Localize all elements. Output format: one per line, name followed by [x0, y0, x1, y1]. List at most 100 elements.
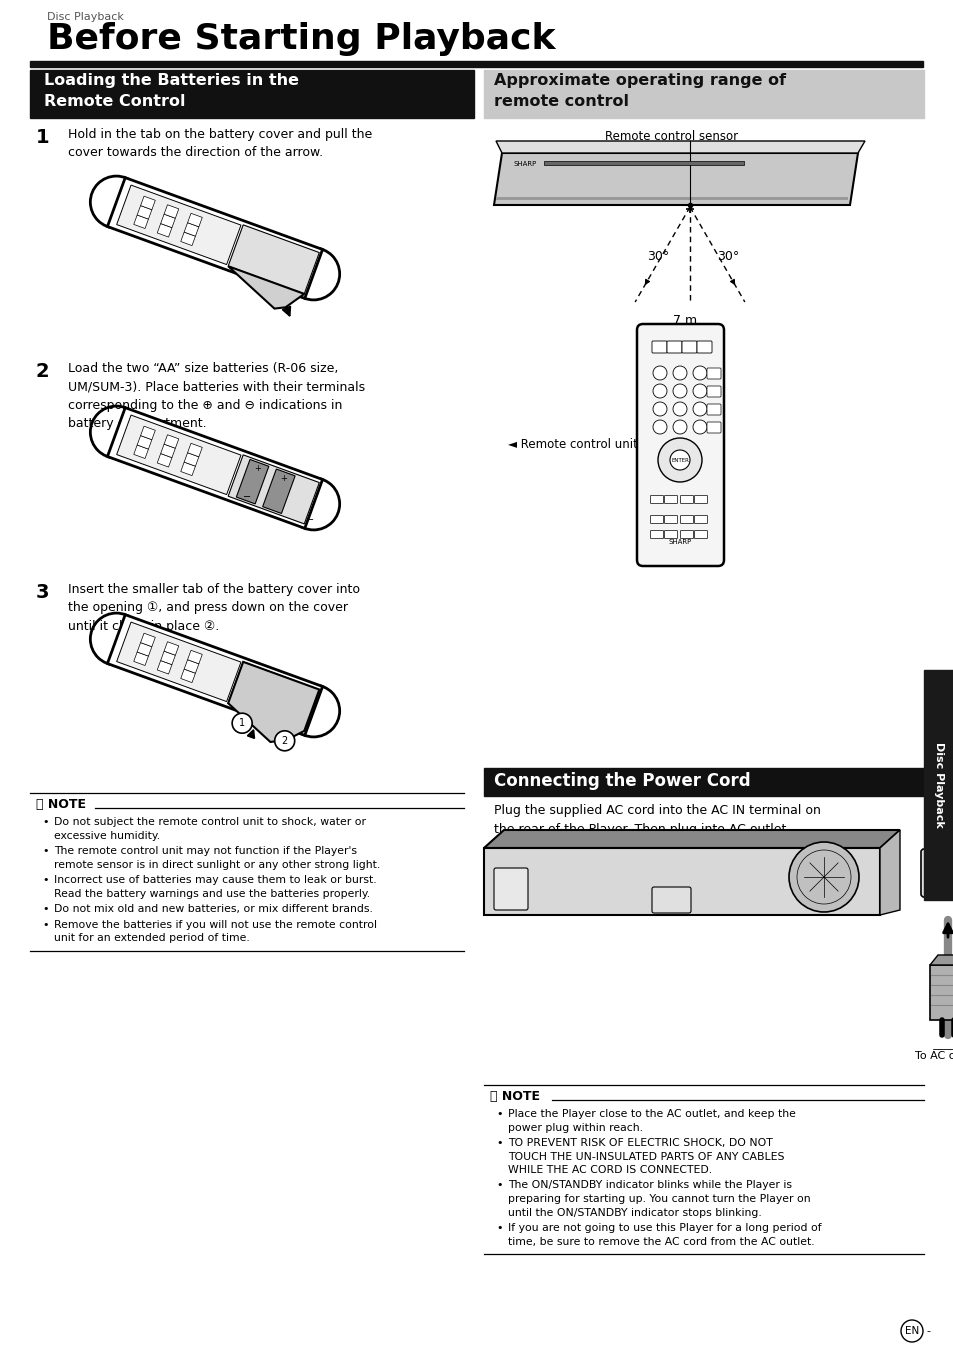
Polygon shape [108, 177, 322, 298]
Bar [543, 161, 743, 165]
Circle shape [939, 872, 953, 888]
Text: If you are not going to use this Player for a long period of
time, be sure to re: If you are not going to use this Player … [507, 1223, 821, 1247]
Text: •: • [42, 816, 49, 827]
Text: +: + [253, 464, 260, 473]
Text: EN: EN [904, 1326, 918, 1336]
Circle shape [91, 613, 142, 665]
FancyBboxPatch shape [694, 496, 707, 504]
Text: Do not subject the remote control unit to shock, water or
excessive humidity.: Do not subject the remote control unit t… [54, 816, 366, 841]
Circle shape [91, 176, 142, 227]
Circle shape [669, 450, 689, 470]
Circle shape [939, 858, 953, 875]
Circle shape [672, 366, 686, 380]
Polygon shape [160, 444, 175, 458]
Text: •: • [496, 1181, 502, 1190]
Polygon shape [137, 206, 152, 219]
Text: TO PREVENT RISK OF ELECTRIC SHOCK, DO NOT
TOUCH THE UN-INSULATED PARTS OF ANY CA: TO PREVENT RISK OF ELECTRIC SHOCK, DO NO… [507, 1137, 783, 1175]
Bar [483, 768, 923, 796]
Text: •: • [42, 904, 49, 914]
FancyBboxPatch shape [694, 531, 707, 539]
Text: ENTER: ENTER [670, 458, 688, 463]
Polygon shape [133, 215, 149, 229]
Text: •: • [496, 1223, 502, 1233]
Polygon shape [188, 443, 202, 456]
Circle shape [672, 420, 686, 435]
Polygon shape [108, 615, 322, 735]
Polygon shape [929, 955, 953, 965]
Text: Load the two “AA” size batteries (R-06 size,
UM/SUM-3). Place batteries with the: Load the two “AA” size batteries (R-06 s… [68, 362, 365, 431]
Circle shape [288, 685, 339, 737]
Polygon shape [164, 204, 178, 218]
Polygon shape [188, 214, 202, 227]
FancyBboxPatch shape [664, 516, 677, 524]
Polygon shape [108, 408, 322, 528]
Circle shape [672, 402, 686, 416]
Text: To AC outlet: To AC outlet [914, 1051, 953, 1062]
Polygon shape [228, 455, 319, 524]
Text: 30°: 30° [716, 250, 739, 264]
Text: 1: 1 [36, 129, 50, 148]
FancyBboxPatch shape [706, 403, 720, 414]
FancyBboxPatch shape [694, 516, 707, 524]
Text: 2: 2 [281, 735, 288, 746]
Polygon shape [157, 223, 172, 237]
Text: Remove the batteries if you will not use the remote control
unit for an extended: Remove the batteries if you will not use… [54, 919, 376, 944]
FancyBboxPatch shape [664, 496, 677, 504]
Bar [483, 70, 923, 118]
Polygon shape [228, 662, 319, 731]
Circle shape [788, 842, 858, 913]
FancyBboxPatch shape [920, 849, 953, 896]
Circle shape [91, 406, 142, 458]
Text: Before Starting Playback: Before Starting Playback [47, 22, 555, 56]
FancyBboxPatch shape [651, 887, 690, 913]
Polygon shape [228, 662, 319, 742]
Polygon shape [164, 642, 178, 655]
Polygon shape [157, 454, 172, 467]
Polygon shape [180, 462, 195, 475]
Circle shape [274, 731, 294, 751]
Text: •: • [42, 846, 49, 856]
Text: Plug the supplied AC cord into the AC IN terminal on
the rear of the Player. The: Plug the supplied AC cord into the AC IN… [494, 804, 820, 835]
Text: Place the Player close to the AC outlet, and keep the
power plug within reach.: Place the Player close to the AC outlet,… [507, 1109, 795, 1132]
Polygon shape [116, 185, 241, 264]
Polygon shape [160, 214, 175, 227]
FancyBboxPatch shape [706, 422, 720, 433]
FancyBboxPatch shape [679, 516, 693, 524]
Text: Insert the smaller tab of the battery cover into
the opening ①, and press down o: Insert the smaller tab of the battery co… [68, 584, 359, 634]
Text: ⎙ NOTE: ⎙ NOTE [36, 798, 86, 811]
Text: Connecting the Power Cord: Connecting the Power Cord [494, 772, 750, 789]
Text: Loading the Batteries in the
Remote Control: Loading the Batteries in the Remote Cont… [44, 73, 298, 110]
FancyBboxPatch shape [664, 531, 677, 539]
Polygon shape [483, 830, 899, 848]
FancyBboxPatch shape [697, 341, 711, 353]
Text: −: − [243, 492, 251, 502]
Text: AC IN: AC IN [939, 883, 953, 888]
Circle shape [692, 402, 706, 416]
Text: Approximate operating range of
remote control: Approximate operating range of remote co… [494, 73, 785, 110]
Polygon shape [160, 651, 175, 665]
Circle shape [652, 366, 666, 380]
Polygon shape [137, 436, 152, 450]
Circle shape [652, 385, 666, 398]
Polygon shape [180, 669, 195, 682]
Polygon shape [184, 222, 198, 236]
Polygon shape [180, 232, 195, 245]
Bar [923, 670, 953, 900]
Text: 1: 1 [239, 718, 245, 728]
Polygon shape [184, 659, 198, 673]
FancyBboxPatch shape [706, 368, 720, 379]
Text: -: - [925, 1326, 929, 1336]
FancyBboxPatch shape [681, 341, 697, 353]
Polygon shape [879, 830, 899, 915]
Text: SHARP: SHARP [514, 161, 537, 167]
FancyBboxPatch shape [650, 516, 662, 524]
Text: 3: 3 [36, 584, 50, 603]
Polygon shape [116, 416, 241, 494]
Text: +: + [280, 474, 287, 482]
Text: Remote control sensor: Remote control sensor [605, 130, 738, 144]
Polygon shape [133, 653, 149, 666]
FancyBboxPatch shape [651, 341, 666, 353]
Circle shape [692, 385, 706, 398]
Bar [30, 61, 923, 66]
Circle shape [288, 478, 339, 529]
